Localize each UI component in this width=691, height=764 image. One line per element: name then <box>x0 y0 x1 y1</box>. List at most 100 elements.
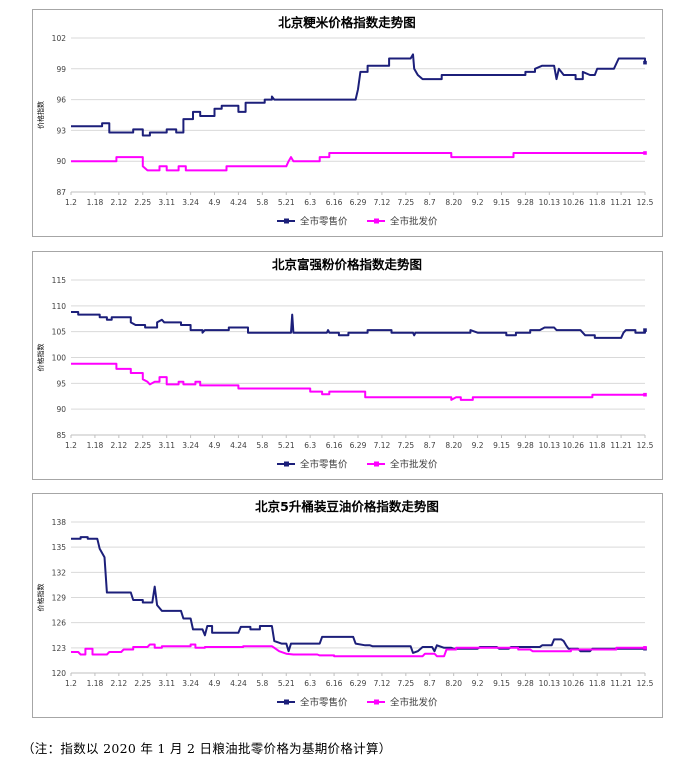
y-tick-label: 90 <box>56 405 66 414</box>
x-tick-label: 1.18 <box>87 198 104 207</box>
y-tick-label: 123 <box>52 644 67 653</box>
y-tick-label: 135 <box>52 543 67 552</box>
x-tick-label: 9.2 <box>472 198 484 207</box>
chart-svg-soybean-oil: 北京5升桶装豆油价格指数走势图 120 123 126 129 132 135 138 1.2 1… <box>36 499 654 709</box>
x-tick-label: 7.25 <box>397 679 414 688</box>
legend-label: 全市零售价 <box>300 216 348 228</box>
x-tick-label: 5.8 <box>256 679 268 688</box>
x-tick-label: 1.2 <box>65 441 77 450</box>
x-tick-label: 8.20 <box>445 679 462 688</box>
y-tick-label: 100 <box>52 354 67 363</box>
x-tick-label: 2.25 <box>134 198 151 207</box>
y-tick-label: 110 <box>52 302 67 311</box>
x-tick-label: 2.12 <box>110 441 127 450</box>
y-tick-label: 90 <box>56 157 66 166</box>
x-tick-label: 11.21 <box>610 198 632 207</box>
x-tick-label: 2.25 <box>134 441 151 450</box>
x-tick-label: 9.28 <box>517 679 534 688</box>
x-tick-label: 9.15 <box>493 679 510 688</box>
x-tick-label: 5.8 <box>256 441 268 450</box>
x-tick-label: 11.21 <box>610 679 632 688</box>
x-tick-label: 9.28 <box>517 198 534 207</box>
y-tick-label: 102 <box>52 34 67 43</box>
x-tick-label: 12.5 <box>637 198 654 207</box>
x-tick-label: 7.12 <box>374 679 391 688</box>
x-tick-label: 6.3 <box>304 198 316 207</box>
x-tick-label: 6.29 <box>350 679 367 688</box>
x-tick-label: 10.13 <box>539 198 561 207</box>
x-tick-label: 5.8 <box>256 198 268 207</box>
x-tick-label: 9.2 <box>472 679 484 688</box>
x-tick-label: 11.8 <box>589 679 606 688</box>
y-tick-label: 129 <box>52 594 67 603</box>
x-tick-label: 3.24 <box>182 679 199 688</box>
x-tick-label: 10.26 <box>563 679 585 688</box>
chart-title: 北京粳米价格指数走势图 <box>278 15 416 30</box>
x-tick-label: 1.18 <box>87 679 104 688</box>
x-tick-label: 8.20 <box>445 198 462 207</box>
y-axis-label: 价格指数 <box>36 344 45 372</box>
y-tick-label: 99 <box>56 65 66 74</box>
x-tick-label: 11.21 <box>610 441 632 450</box>
x-tick-label: 6.16 <box>326 679 343 688</box>
x-tick-label: 3.11 <box>158 198 175 207</box>
x-tick-label: 2.25 <box>134 679 151 688</box>
series-line-wholesale <box>71 362 645 401</box>
series-line-retail <box>71 53 646 137</box>
x-tick-label: 3.11 <box>158 679 175 688</box>
chart-svg-rice: 北京粳米价格指数走势图 87 90 93 96 99 102 1.2 1.18 2.12 2.25 3… <box>36 15 654 228</box>
y-tick-label: 87 <box>56 188 66 197</box>
x-tick-label: 1.18 <box>87 441 104 450</box>
x-tick-label: 7.25 <box>397 198 414 207</box>
y-tick-label: 138 <box>52 518 67 527</box>
x-tick-label: 6.16 <box>326 441 343 450</box>
legend-label: 全市批发价 <box>390 697 438 709</box>
footnote: （注：指数以 2020 年 1 月 2 日粮油批零价格为基期价格计算） <box>22 741 392 756</box>
x-tick-label: 9.15 <box>493 198 510 207</box>
x-tick-label: 9.15 <box>493 441 510 450</box>
x-tick-label: 2.12 <box>110 198 127 207</box>
x-tick-label: 4.9 <box>209 679 221 688</box>
x-tick-label: 8.7 <box>424 679 436 688</box>
x-tick-label: 10.13 <box>539 441 561 450</box>
x-tick-label: 7.25 <box>397 441 414 450</box>
x-tick-label: 3.11 <box>158 441 175 450</box>
series-end-marker <box>643 392 647 397</box>
y-axis-label: 价格指数 <box>36 584 45 612</box>
x-tick-label: 6.3 <box>304 679 316 688</box>
chart-title: 北京富强粉价格指数走势图 <box>272 257 422 272</box>
y-axis-label: 价格指数 <box>36 101 45 129</box>
legend-label: 全市批发价 <box>390 459 438 471</box>
x-tick-label: 11.8 <box>589 441 606 450</box>
x-tick-label: 8.20 <box>445 441 462 450</box>
y-tick-label: 85 <box>56 431 66 440</box>
x-tick-label: 5.21 <box>278 441 295 450</box>
x-tick-label: 1.2 <box>65 198 77 207</box>
x-tick-label: 5.21 <box>278 198 295 207</box>
legend-swatch-marker <box>284 699 289 705</box>
x-tick-label: 10.13 <box>539 679 561 688</box>
series-line-retail <box>71 536 645 654</box>
x-tick-label: 4.9 <box>209 198 221 207</box>
legend-swatch-marker <box>374 699 379 705</box>
x-tick-label: 4.9 <box>209 441 221 450</box>
series-end-marker <box>643 151 647 155</box>
legend-swatch-marker <box>284 461 289 467</box>
legend-label: 全市零售价 <box>300 697 348 709</box>
series-end-marker <box>643 646 647 650</box>
x-tick-label: 6.3 <box>304 441 316 450</box>
chart-panel-soybean-oil: 北京5升桶装豆油价格指数走势图 120 123 126 129 132 135 138 1.2 1… <box>32 493 663 718</box>
series-end-marker <box>643 60 647 65</box>
legend-swatch-marker <box>374 218 379 224</box>
y-tick-label: 126 <box>52 619 67 628</box>
chart-panel-rice: 北京粳米价格指数走势图 87 90 93 96 99 102 1.2 1.18 2.12 2.25 3… <box>32 9 663 237</box>
series-line-wholesale <box>71 152 645 172</box>
x-tick-label: 9.2 <box>472 441 484 450</box>
x-tick-label: 9.28 <box>517 441 534 450</box>
x-tick-label: 6.29 <box>350 441 367 450</box>
series-line-retail <box>71 311 646 339</box>
x-tick-label: 7.12 <box>374 198 391 207</box>
y-tick-label: 115 <box>52 276 67 285</box>
y-tick-label: 132 <box>52 568 67 577</box>
x-tick-label: 12.5 <box>637 679 654 688</box>
